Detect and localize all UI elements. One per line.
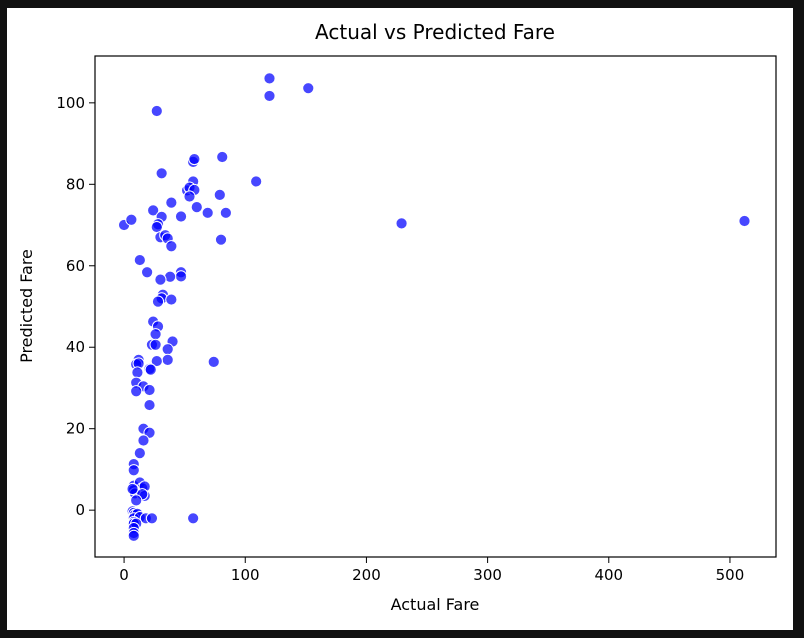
y-tick-label: 20 xyxy=(66,420,85,438)
data-point xyxy=(145,512,159,525)
data-point xyxy=(155,167,168,180)
data-point xyxy=(125,213,138,226)
data-point xyxy=(151,295,165,308)
data-point xyxy=(126,482,139,496)
data-point xyxy=(165,196,178,209)
data-point xyxy=(188,152,201,166)
data-point xyxy=(201,206,214,219)
data-point xyxy=(302,82,315,95)
data-point xyxy=(130,385,143,398)
data-point xyxy=(174,210,188,223)
data-point xyxy=(187,512,200,525)
x-axis-label: Actual Fare xyxy=(391,595,480,614)
data-point xyxy=(147,204,160,217)
data-point xyxy=(131,366,144,379)
data-point xyxy=(154,273,167,286)
y-tick-label: 0 xyxy=(75,501,85,519)
x-tick-label: 300 xyxy=(473,566,502,584)
data-point xyxy=(165,293,178,306)
data-point xyxy=(738,214,751,228)
data-point xyxy=(214,233,228,246)
data-point xyxy=(219,206,232,219)
data-point xyxy=(150,354,163,368)
data-point xyxy=(161,353,174,366)
data-point xyxy=(174,270,188,283)
data-point xyxy=(130,494,143,507)
data-point xyxy=(150,104,163,118)
y-tick-label: 40 xyxy=(66,338,85,356)
chart-title: Actual vs Predicted Fare xyxy=(315,20,555,44)
data-point xyxy=(250,175,263,188)
y-axis-label: Predicted Fare xyxy=(17,249,36,363)
scatter-chart: Actual vs Predicted Fare 0 100 200 300 400 50… xyxy=(17,20,777,614)
x-tick-label: 200 xyxy=(352,566,381,584)
data-point xyxy=(144,363,157,376)
data-point xyxy=(165,240,178,253)
data-points xyxy=(117,72,751,542)
x-tick-label: 0 xyxy=(119,566,129,584)
data-point xyxy=(150,220,163,234)
data-point xyxy=(143,383,156,397)
data-point xyxy=(207,355,220,368)
data-point xyxy=(133,253,146,267)
figure-panel: Actual vs Predicted Fare 0 100 200 300 400 50… xyxy=(7,8,793,630)
data-point xyxy=(183,190,196,203)
data-point xyxy=(216,150,229,164)
data-point xyxy=(149,328,162,341)
data-point xyxy=(127,529,140,542)
data-point xyxy=(161,343,174,356)
y-tick-label: 60 xyxy=(66,257,85,275)
plot-frame xyxy=(94,55,777,558)
data-point xyxy=(213,188,226,201)
x-tick-label: 400 xyxy=(594,566,623,584)
data-point xyxy=(143,398,156,412)
y-tick-label: 100 xyxy=(56,94,85,112)
data-point xyxy=(263,89,276,103)
y-tick-label: 80 xyxy=(66,175,85,193)
x-tick-label: 500 xyxy=(716,566,745,584)
x-tick-label: 100 xyxy=(231,566,260,584)
data-point xyxy=(263,72,276,85)
data-point xyxy=(141,266,154,279)
data-point xyxy=(149,338,162,351)
data-point xyxy=(190,201,203,214)
axis-ticks: 0 100 200 300 400 500 0 20 40 60 80 100 xyxy=(56,94,744,584)
data-point xyxy=(395,217,408,230)
data-point xyxy=(133,447,146,460)
data-point xyxy=(127,464,140,477)
data-point xyxy=(137,434,150,447)
